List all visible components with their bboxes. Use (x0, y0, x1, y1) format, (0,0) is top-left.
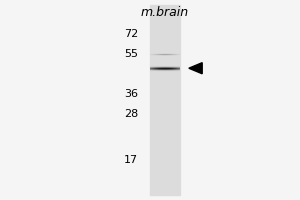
Text: 72: 72 (124, 29, 138, 39)
Text: 17: 17 (124, 155, 138, 165)
Text: 55: 55 (124, 49, 138, 59)
Text: 28: 28 (124, 109, 138, 119)
Polygon shape (189, 63, 202, 74)
Text: 36: 36 (124, 89, 138, 99)
Text: m.brain: m.brain (141, 6, 189, 19)
Bar (150, 5, 180, 195)
